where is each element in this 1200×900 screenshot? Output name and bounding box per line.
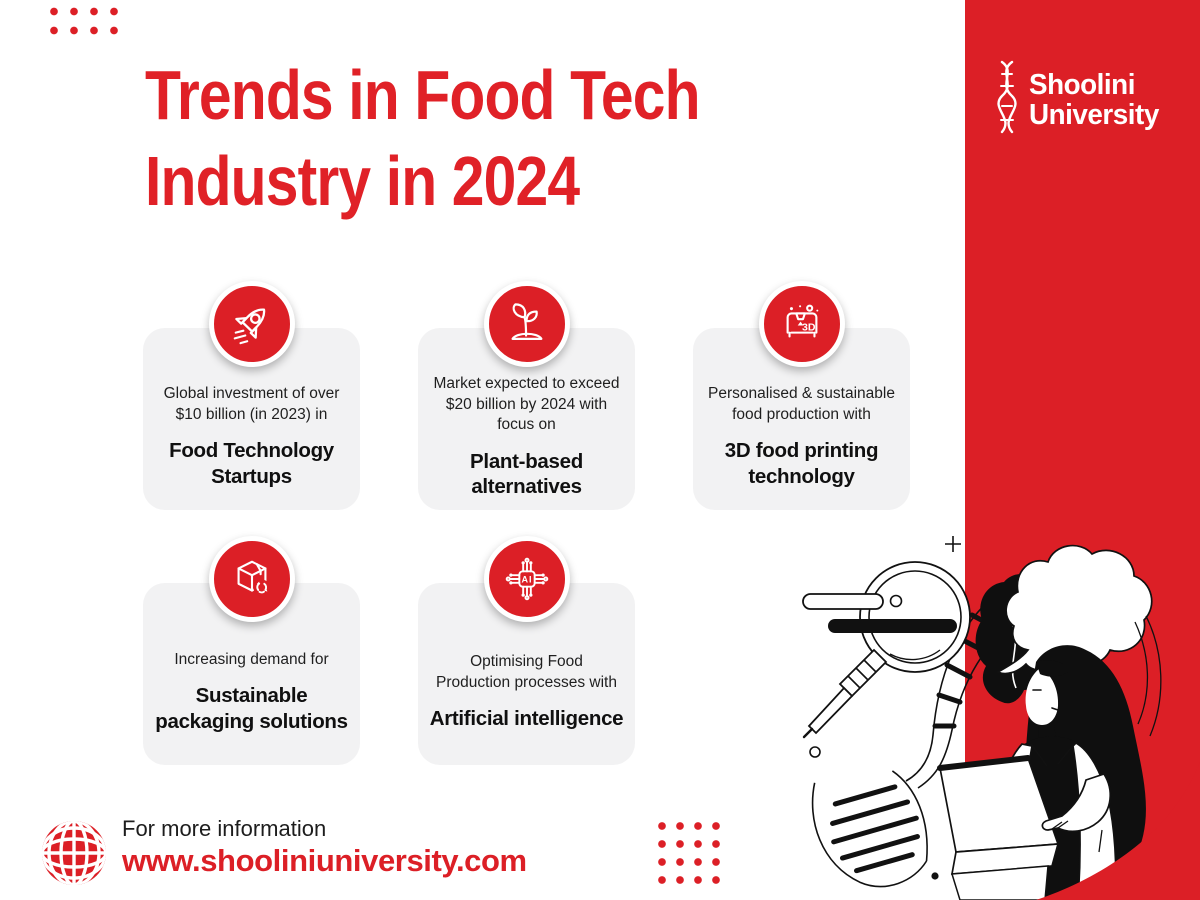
page-title: Trends in Food Tech Industry in 2024 — [145, 56, 700, 220]
card-sustainable-packaging: Increasing demand for Sustainable packag… — [143, 536, 360, 765]
card-description: Global investment of over $10 billion (i… — [163, 385, 340, 423]
ai-chip-icon: AI — [483, 536, 570, 622]
plant-sprout-icon — [483, 281, 570, 367]
magnifier-icon — [802, 561, 971, 739]
card-highlight: 3D food printing technology — [724, 439, 879, 488]
printer-3d-label: 3D — [801, 322, 815, 334]
globe-icon — [40, 819, 108, 892]
card-highlight: Plant-based alternatives — [470, 449, 583, 499]
card-food-tech-startups: Global investment of over $10 billion (i… — [143, 281, 360, 510]
dna-strand-lower — [811, 770, 928, 888]
black-bar — [828, 619, 957, 633]
3d-printer-icon: 3D — [758, 281, 845, 367]
card-artificial-intelligence: AI Optimising Food Production processes … — [418, 536, 635, 765]
card-description: Increasing demand for — [174, 650, 329, 668]
red-sweep — [1036, 762, 1200, 900]
logo-line-2: University — [1029, 98, 1159, 131]
university-logo: Shoolini University — [994, 60, 1164, 139]
accent-dot — [931, 872, 939, 880]
small-ring — [889, 594, 903, 608]
card-description: Optimising Food Production processes wit… — [436, 653, 617, 691]
dna-helix-icon — [994, 60, 1020, 139]
ai-chip-label: AI — [521, 575, 532, 585]
package-box-icon — [208, 536, 295, 622]
card-highlight: Food Technology Startups — [169, 439, 334, 488]
card-description: Personalised & sustainable food producti… — [708, 385, 895, 423]
footer-info-label: For more information — [122, 816, 327, 841]
accent-circle — [809, 746, 821, 758]
footer: For more information www.shooliniunivers… — [122, 815, 527, 879]
card-plant-based: Market expected to exceed $20 billion by… — [418, 281, 635, 510]
card-description: Market expected to exceed $20 billion by… — [433, 375, 620, 434]
dot-grid-top-left — [44, 2, 124, 40]
white-bar — [802, 593, 884, 610]
dot-grid-bottom-center — [653, 817, 725, 889]
sparkle-icon — [945, 536, 961, 552]
foodtech-illustration — [790, 530, 1200, 900]
rocket-icon — [208, 281, 295, 367]
card-highlight: Sustainable packaging solutions — [155, 684, 348, 733]
card-highlight: Artificial intelligence — [429, 707, 624, 731]
card-3d-printing: 3D Personalised & sustainable food produ… — [693, 281, 910, 510]
woman-scientist — [937, 645, 1146, 900]
university-name: Shoolini University — [1029, 70, 1159, 130]
footer-website-url[interactable]: www.shooliniuniversity.com — [122, 843, 527, 878]
logo-line-1: Shoolini — [1029, 68, 1135, 101]
